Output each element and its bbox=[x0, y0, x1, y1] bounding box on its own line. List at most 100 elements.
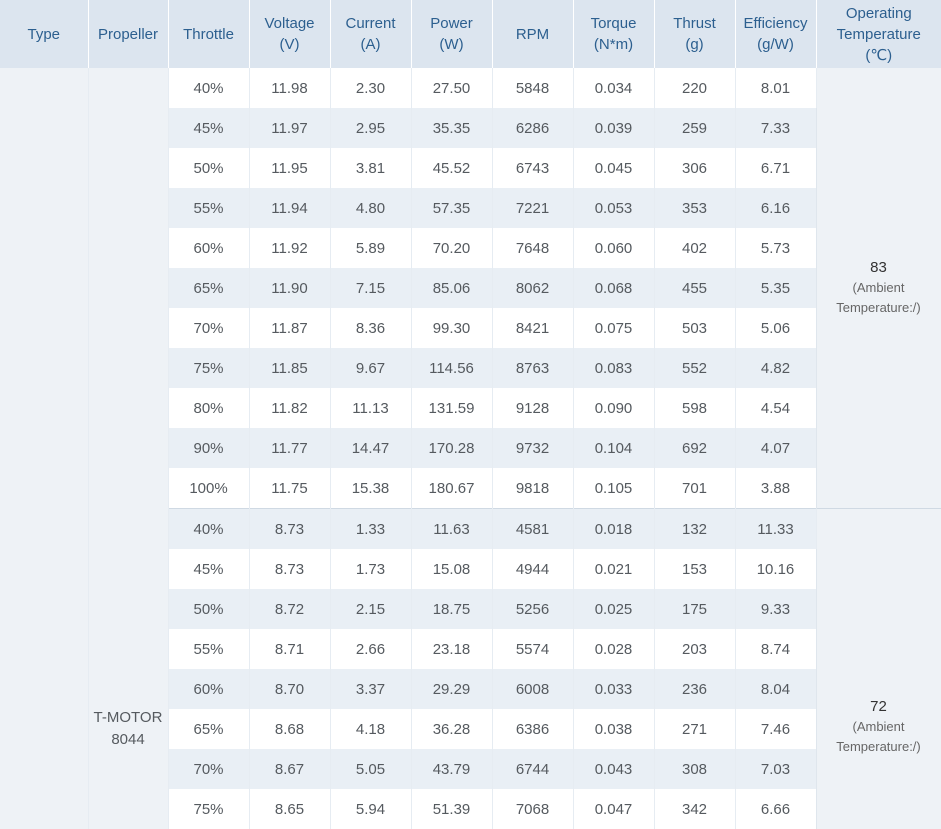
current-cell: 4.80 bbox=[330, 188, 411, 228]
thrust-cell: 402 bbox=[654, 228, 735, 268]
voltage-cell: 11.77 bbox=[249, 428, 330, 468]
rpm-cell: 9818 bbox=[492, 468, 573, 509]
current-cell: 15.38 bbox=[330, 468, 411, 509]
voltage-cell: 8.70 bbox=[249, 669, 330, 709]
efficiency-cell: 7.46 bbox=[735, 709, 816, 749]
rpm-cell: 6386 bbox=[492, 709, 573, 749]
efficiency-cell: 7.33 bbox=[735, 108, 816, 148]
ambient-temperature-note: Temperature:/) bbox=[817, 298, 941, 318]
voltage-cell: 11.94 bbox=[249, 188, 330, 228]
rpm-cell: 8763 bbox=[492, 348, 573, 388]
throttle-cell: 70% bbox=[168, 308, 249, 348]
efficiency-cell: 5.73 bbox=[735, 228, 816, 268]
efficiency-cell: 6.71 bbox=[735, 148, 816, 188]
rpm-cell: 9128 bbox=[492, 388, 573, 428]
current-cell: 7.15 bbox=[330, 268, 411, 308]
rpm-cell: 4581 bbox=[492, 509, 573, 550]
propeller-model: 8044 bbox=[89, 729, 168, 751]
voltage-cell: 11.75 bbox=[249, 468, 330, 509]
throttle-cell: 65% bbox=[168, 709, 249, 749]
efficiency-cell: 6.16 bbox=[735, 188, 816, 228]
power-cell: 43.79 bbox=[411, 749, 492, 789]
header-throttle: Throttle bbox=[168, 0, 249, 68]
efficiency-cell: 11.33 bbox=[735, 509, 816, 550]
efficiency-cell: 8.01 bbox=[735, 68, 816, 108]
torque-cell: 0.060 bbox=[573, 228, 654, 268]
efficiency-cell: 5.06 bbox=[735, 308, 816, 348]
current-cell: 4.18 bbox=[330, 709, 411, 749]
rpm-cell: 6286 bbox=[492, 108, 573, 148]
throttle-cell: 70% bbox=[168, 749, 249, 789]
power-cell: 29.29 bbox=[411, 669, 492, 709]
current-cell: 2.30 bbox=[330, 68, 411, 108]
rpm-cell: 7648 bbox=[492, 228, 573, 268]
torque-cell: 0.104 bbox=[573, 428, 654, 468]
throttle-cell: 40% bbox=[168, 68, 249, 108]
torque-cell: 0.068 bbox=[573, 268, 654, 308]
current-cell: 1.33 bbox=[330, 509, 411, 550]
throttle-cell: 100% bbox=[168, 468, 249, 509]
torque-cell: 0.090 bbox=[573, 388, 654, 428]
voltage-cell: 11.82 bbox=[249, 388, 330, 428]
torque-cell: 0.053 bbox=[573, 188, 654, 228]
power-cell: 36.28 bbox=[411, 709, 492, 749]
efficiency-cell: 7.03 bbox=[735, 749, 816, 789]
power-cell: 70.20 bbox=[411, 228, 492, 268]
thrust-cell: 132 bbox=[654, 509, 735, 550]
current-cell: 2.15 bbox=[330, 589, 411, 629]
header-propeller: Propeller bbox=[88, 0, 168, 68]
torque-cell: 0.043 bbox=[573, 749, 654, 789]
rpm-cell: 6008 bbox=[492, 669, 573, 709]
current-cell: 2.66 bbox=[330, 629, 411, 669]
current-cell: 8.36 bbox=[330, 308, 411, 348]
power-cell: 51.39 bbox=[411, 789, 492, 829]
thrust-cell: 353 bbox=[654, 188, 735, 228]
thrust-cell: 259 bbox=[654, 108, 735, 148]
throttle-cell: 45% bbox=[168, 549, 249, 589]
power-cell: 45.52 bbox=[411, 148, 492, 188]
rpm-cell: 7221 bbox=[492, 188, 573, 228]
torque-cell: 0.028 bbox=[573, 629, 654, 669]
torque-cell: 0.025 bbox=[573, 589, 654, 629]
torque-cell: 0.047 bbox=[573, 789, 654, 829]
current-cell: 3.37 bbox=[330, 669, 411, 709]
header-efficiency: Efficiency(g/W) bbox=[735, 0, 816, 68]
power-cell: 170.28 bbox=[411, 428, 492, 468]
current-cell: 14.47 bbox=[330, 428, 411, 468]
rpm-cell: 8421 bbox=[492, 308, 573, 348]
torque-cell: 0.039 bbox=[573, 108, 654, 148]
ambient-temperature-note: (Ambient bbox=[817, 278, 941, 298]
voltage-cell: 11.85 bbox=[249, 348, 330, 388]
header-power: Power(W) bbox=[411, 0, 492, 68]
throttle-cell: 90% bbox=[168, 428, 249, 468]
voltage-cell: 11.98 bbox=[249, 68, 330, 108]
power-cell: 18.75 bbox=[411, 589, 492, 629]
voltage-cell: 11.92 bbox=[249, 228, 330, 268]
current-cell: 1.73 bbox=[330, 549, 411, 589]
throttle-cell: 50% bbox=[168, 589, 249, 629]
throttle-cell: 65% bbox=[168, 268, 249, 308]
torque-cell: 0.018 bbox=[573, 509, 654, 550]
current-cell: 5.94 bbox=[330, 789, 411, 829]
throttle-cell: 50% bbox=[168, 148, 249, 188]
current-cell: 2.95 bbox=[330, 108, 411, 148]
thrust-cell: 220 bbox=[654, 68, 735, 108]
thrust-cell: 236 bbox=[654, 669, 735, 709]
power-cell: 85.06 bbox=[411, 268, 492, 308]
voltage-cell: 8.73 bbox=[249, 509, 330, 550]
efficiency-cell: 4.82 bbox=[735, 348, 816, 388]
current-cell: 5.89 bbox=[330, 228, 411, 268]
torque-cell: 0.083 bbox=[573, 348, 654, 388]
power-cell: 114.56 bbox=[411, 348, 492, 388]
power-cell: 99.30 bbox=[411, 308, 492, 348]
efficiency-cell: 5.35 bbox=[735, 268, 816, 308]
ambient-temperature-note: (Ambient bbox=[817, 717, 941, 737]
propeller-brand: T-MOTOR bbox=[89, 707, 168, 729]
voltage-cell: 8.65 bbox=[249, 789, 330, 829]
efficiency-cell: 10.16 bbox=[735, 549, 816, 589]
